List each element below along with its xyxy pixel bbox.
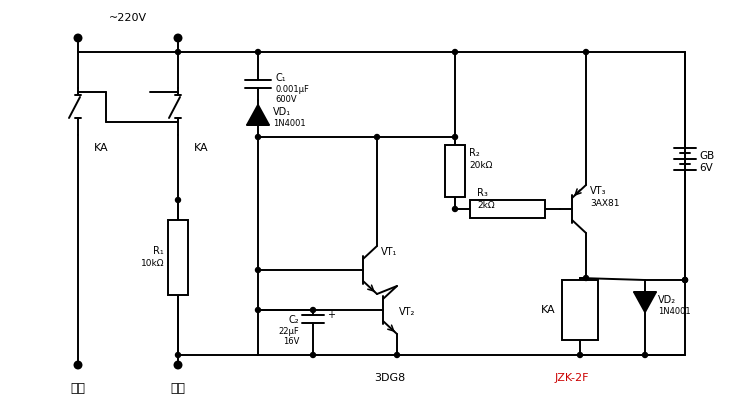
Circle shape (683, 277, 688, 283)
Circle shape (255, 49, 261, 54)
Text: 零线: 零线 (171, 382, 185, 395)
Text: KA: KA (94, 143, 109, 153)
Circle shape (310, 353, 315, 357)
Circle shape (255, 135, 261, 139)
Circle shape (175, 49, 180, 54)
Circle shape (583, 276, 588, 281)
Text: R₃: R₃ (477, 188, 488, 198)
Text: VD₂: VD₂ (658, 295, 676, 305)
Circle shape (175, 353, 180, 357)
Text: VD₁: VD₁ (273, 107, 291, 117)
Text: ~220V: ~220V (109, 13, 147, 23)
Circle shape (255, 267, 261, 272)
Circle shape (642, 353, 648, 357)
Polygon shape (247, 105, 269, 125)
Polygon shape (634, 292, 656, 312)
Circle shape (74, 34, 82, 41)
Text: 6V: 6V (699, 163, 712, 173)
Bar (445, 145, 465, 197)
Text: VT₃: VT₃ (590, 186, 607, 196)
Circle shape (175, 198, 180, 202)
Circle shape (74, 362, 82, 369)
Circle shape (453, 135, 458, 139)
Circle shape (374, 135, 380, 139)
Text: R₂: R₂ (469, 148, 480, 158)
Text: GB: GB (699, 151, 714, 161)
Text: KA: KA (542, 305, 556, 315)
Text: VT₁: VT₁ (381, 247, 397, 257)
Circle shape (453, 207, 458, 211)
Bar (562, 280, 598, 340)
Text: 10kΩ: 10kΩ (140, 259, 164, 268)
Text: VT₂: VT₂ (399, 307, 415, 317)
Text: 2kΩ: 2kΩ (477, 200, 495, 209)
Text: 相线: 相线 (71, 382, 85, 395)
Text: 3AX81: 3AX81 (590, 200, 620, 209)
Text: +: + (327, 310, 335, 320)
Text: C₂: C₂ (288, 315, 299, 325)
Text: R₁: R₁ (153, 246, 164, 256)
Text: 22μF: 22μF (278, 326, 299, 335)
Text: 0.001μF: 0.001μF (275, 85, 309, 94)
Text: 16V: 16V (283, 337, 299, 346)
Circle shape (174, 34, 182, 41)
Text: C₁: C₁ (275, 73, 285, 83)
Circle shape (310, 308, 315, 312)
Circle shape (255, 308, 261, 312)
Circle shape (583, 49, 588, 54)
Bar (470, 200, 545, 218)
Text: 600V: 600V (275, 94, 296, 103)
Circle shape (394, 353, 399, 357)
Text: 3DG8: 3DG8 (374, 373, 406, 383)
Circle shape (683, 277, 688, 283)
Text: 1N4001: 1N4001 (273, 119, 306, 128)
Text: 1N4001: 1N4001 (658, 308, 691, 317)
Text: 20kΩ: 20kΩ (469, 160, 492, 169)
Circle shape (577, 353, 583, 357)
Circle shape (453, 49, 458, 54)
Text: JZK-2F: JZK-2F (555, 373, 590, 383)
Circle shape (174, 362, 182, 369)
Text: KA: KA (194, 143, 209, 153)
Bar (168, 220, 188, 295)
